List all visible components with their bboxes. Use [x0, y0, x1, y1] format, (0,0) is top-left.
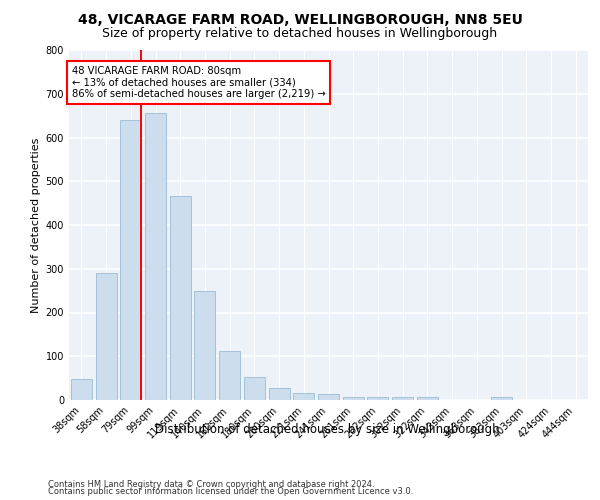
Text: 48 VICARAGE FARM ROAD: 80sqm
← 13% of detached houses are smaller (334)
86% of s: 48 VICARAGE FARM ROAD: 80sqm ← 13% of de…	[71, 66, 325, 99]
Bar	[95, 272, 116, 400]
Bar	[293, 394, 314, 400]
Bar	[71, 379, 92, 400]
Text: Distribution of detached houses by size in Wellingborough: Distribution of detached houses by size …	[155, 422, 499, 436]
Bar	[318, 394, 339, 400]
Bar	[219, 350, 240, 400]
Bar	[194, 291, 215, 400]
Bar	[145, 114, 166, 400]
Bar	[170, 196, 191, 400]
Y-axis label: Number of detached properties: Number of detached properties	[31, 138, 41, 312]
Text: Size of property relative to detached houses in Wellingborough: Size of property relative to detached ho…	[103, 28, 497, 40]
Bar	[244, 377, 265, 400]
Text: Contains public sector information licensed under the Open Government Licence v3: Contains public sector information licen…	[48, 487, 413, 496]
Bar	[120, 120, 141, 400]
Bar	[367, 397, 388, 400]
Text: Contains HM Land Registry data © Crown copyright and database right 2024.: Contains HM Land Registry data © Crown c…	[48, 480, 374, 489]
Text: 48, VICARAGE FARM ROAD, WELLINGBOROUGH, NN8 5EU: 48, VICARAGE FARM ROAD, WELLINGBOROUGH, …	[77, 12, 523, 26]
Bar	[491, 396, 512, 400]
Bar	[417, 398, 438, 400]
Bar	[269, 388, 290, 400]
Bar	[392, 398, 413, 400]
Bar	[343, 397, 364, 400]
